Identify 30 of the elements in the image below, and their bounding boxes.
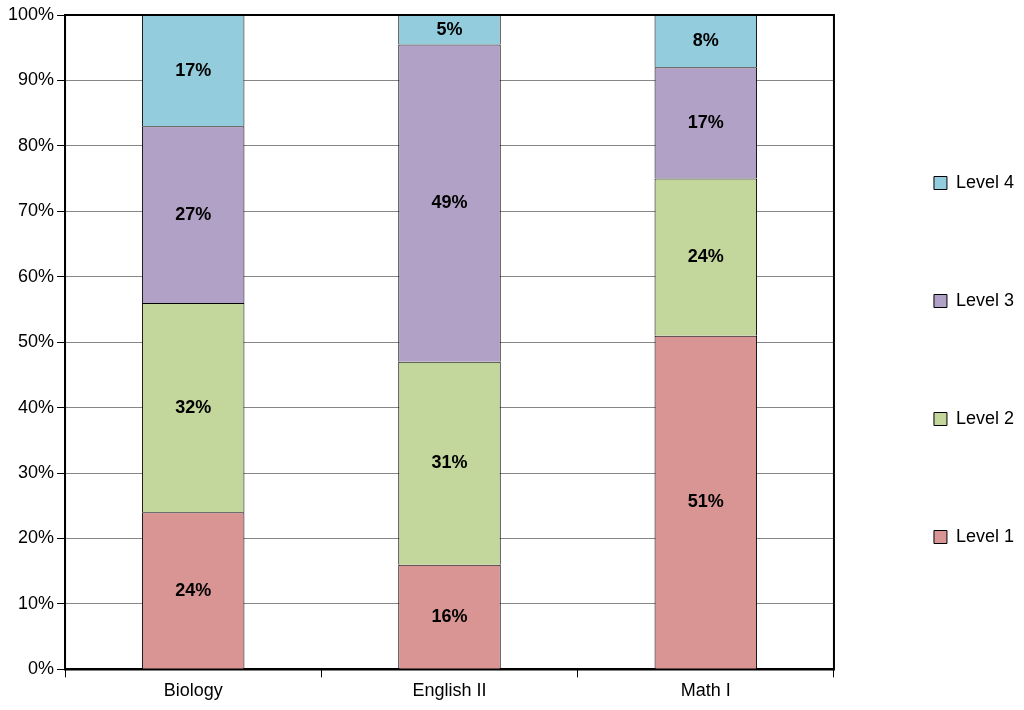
data-label: 51% bbox=[687, 491, 724, 512]
data-label: 8% bbox=[692, 30, 719, 51]
y-tick-label: 10% bbox=[18, 592, 55, 613]
data-label: 17% bbox=[175, 59, 212, 80]
y-tick-label: 60% bbox=[18, 265, 55, 286]
y-tick-label: 100% bbox=[7, 3, 55, 24]
data-label: 24% bbox=[175, 579, 212, 600]
data-label: 27% bbox=[175, 203, 212, 224]
y-tick-label: 80% bbox=[18, 134, 55, 155]
y-tick-label: 30% bbox=[18, 462, 55, 483]
data-label: 16% bbox=[431, 605, 468, 626]
legend-label: Level 2 bbox=[955, 407, 1014, 428]
data-label: 31% bbox=[431, 452, 468, 473]
data-label: 17% bbox=[687, 111, 724, 132]
legend-label: Level 4 bbox=[955, 171, 1014, 192]
data-label: 24% bbox=[687, 246, 724, 267]
y-tick-label: 40% bbox=[18, 396, 55, 417]
y-tick-label: 90% bbox=[18, 69, 55, 90]
data-label: 32% bbox=[175, 396, 212, 417]
y-tick-label: 20% bbox=[18, 527, 55, 548]
legend-label: Level 3 bbox=[955, 289, 1014, 310]
x-tick-label: English II bbox=[412, 680, 487, 701]
x-tick-label: Biology bbox=[163, 680, 223, 701]
data-label: 49% bbox=[431, 192, 468, 213]
x-tick-label: Math I bbox=[680, 680, 731, 701]
y-tick-label: 70% bbox=[18, 200, 55, 221]
y-tick-label: 50% bbox=[18, 331, 55, 352]
data-label: 5% bbox=[436, 18, 463, 39]
y-tick-label: 0% bbox=[28, 658, 55, 679]
legend-label: Level 1 bbox=[955, 525, 1014, 546]
